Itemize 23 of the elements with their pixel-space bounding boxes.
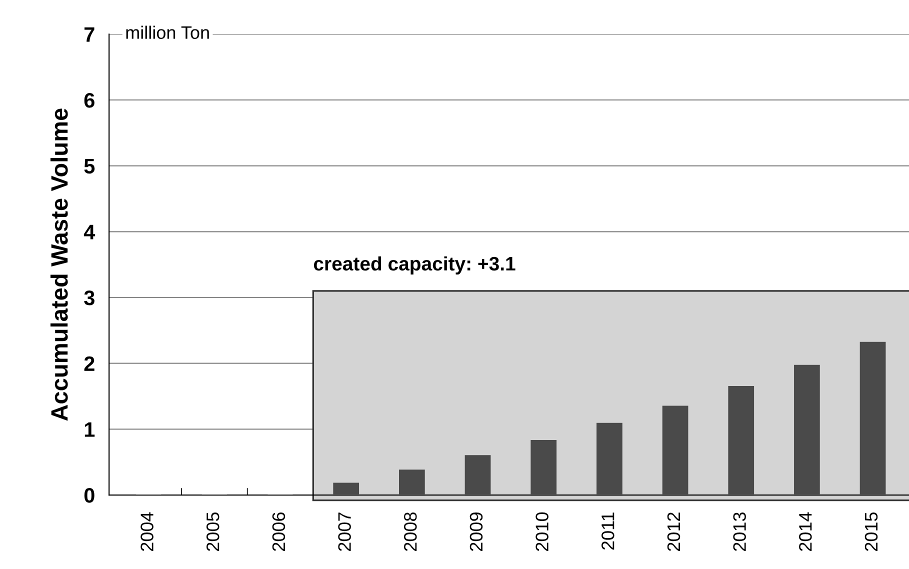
y-tick-label: 5 — [84, 159, 95, 174]
x-tick-label: 2009 — [470, 512, 483, 551]
y-tick-label: 1 — [84, 422, 95, 437]
x-tick-label: 2014 — [799, 512, 812, 551]
annotation: million Ton — [126, 26, 209, 39]
y-tick-label: 2 — [84, 356, 94, 371]
x-tick-label: 2006 — [272, 512, 286, 551]
y-tick-label: 3 — [84, 290, 94, 306]
x-tick-label: 2005 — [206, 512, 220, 551]
y-tick-label: 7 — [84, 27, 94, 42]
y-tick-label: 6 — [84, 92, 94, 108]
x-tick-label: 2012 — [667, 512, 680, 551]
x-tick-label: 2013 — [733, 512, 746, 551]
band-label: created capacity: +3.1 — [314, 256, 516, 274]
y-axis-title: Accumulated Waste Volume — [50, 108, 68, 421]
x-tick-label: 2008 — [404, 512, 417, 551]
x-tick-label: 2010 — [536, 512, 548, 551]
y-tick-label: 0 — [84, 488, 94, 503]
y-tick-label: 4 — [84, 224, 96, 240]
x-tick-label: 2015 — [864, 512, 878, 551]
x-tick-label: 2011 — [602, 512, 614, 550]
x-tick-label: 2007 — [338, 512, 351, 551]
x-tick-label: 2004 — [140, 512, 154, 551]
